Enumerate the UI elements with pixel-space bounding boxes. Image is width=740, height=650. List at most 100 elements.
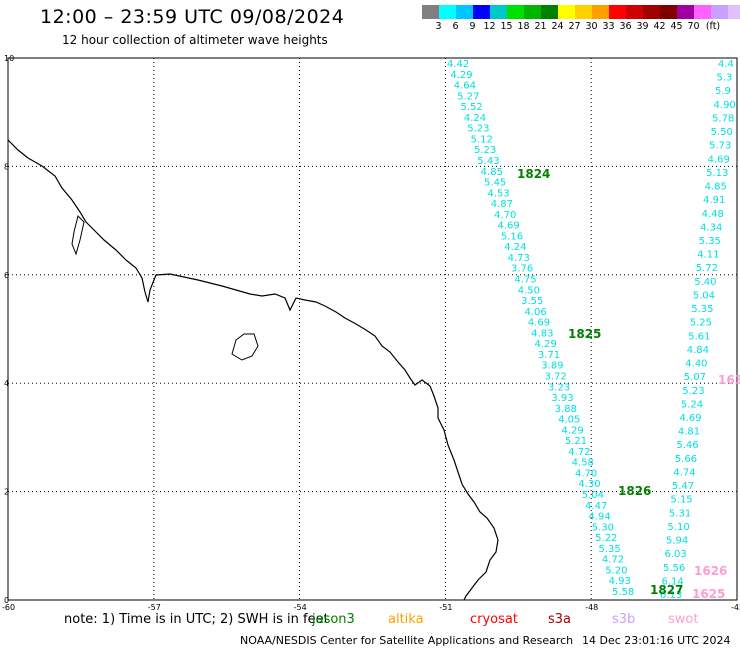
pass-label: 1626 [694,564,727,578]
satellite-label-altika: altika [388,612,424,627]
track1-value: 4.69 [528,318,550,329]
page-subtitle: 12 hour collection of altimeter wave hei… [62,33,328,47]
coast-inlet [71,215,85,256]
time-label: 1824 [517,167,550,181]
track1-value: 5.04 [582,490,604,501]
track1-value: 3.71 [538,350,560,361]
x-tick-label: -57 [148,603,161,612]
legend-label: 3 [435,21,442,32]
legend-label: 33 [602,21,615,32]
track2-value: 5.04 [693,290,715,301]
legend-swatch [643,5,660,19]
island [231,333,259,361]
legend-swatch [626,5,643,19]
track1-value: 4.24 [504,242,526,253]
x-tick-label: -60 [2,603,15,612]
track2-value: 5.10 [667,522,689,533]
track1-value: 5.52 [460,102,482,113]
color-legend: 3 6 9 12 15 18 21 24 27 30 33 36 39 42 45 70 (ft) [422,5,740,32]
legend-label: 15 [500,21,513,32]
track2-value: 5.94 [666,536,688,547]
track2-value: 5.3 [717,73,733,84]
track1-value: 4.72 [568,447,590,458]
track1-value: 5.27 [457,91,479,102]
legend-label: 6 [452,21,459,32]
track2-value: 5.15 [670,495,692,506]
track1-value: 4.75 [514,275,536,286]
track2-value: 4.69 [679,413,701,424]
track1-value: 5.16 [501,231,523,242]
track1-value: 3.55 [521,296,543,307]
legend-swatch [575,5,592,19]
track1-value: 4.64 [454,81,476,92]
time-label: 1825 [568,327,601,341]
x-tick-label: -51 [439,603,452,612]
track1-value: 3.93 [551,393,573,404]
track1-value: 5.45 [484,178,506,189]
track1-value: 4.94 [588,512,610,523]
track1-value: 5.30 [592,522,614,533]
x-tick-label: -48 [585,603,598,612]
track2-value: 6.14 [661,576,683,587]
track2-value: 5.73 [709,141,731,152]
track1-value: 4.72 [602,555,624,566]
track1-value: 4.70 [575,468,597,479]
legend-label: 9 [469,21,476,32]
legend-label: 36 [619,21,632,32]
track1-value: 4.58 [572,458,594,469]
legend-label: 18 [517,21,530,32]
timestamp: 14 Dec 23:01:16 UTC 2024 [582,634,731,647]
legend-swatch [422,5,439,19]
track2-value: 5.61 [688,331,710,342]
legend-swatch [541,5,558,19]
legend-swatch [677,5,694,19]
credit: NOAA/NESDIS Center for Satellite Applica… [240,634,574,647]
track1-value: 4.69 [498,221,520,232]
legend-swatch [711,5,728,19]
track1-value: 4.50 [518,285,540,296]
track1-value: 5.35 [599,544,621,555]
track2-value: 5.24 [681,399,703,410]
track1-value: 5.43 [477,156,499,167]
satellite-label-s3a: s3a [548,612,572,627]
track1-value: 4.29 [450,70,472,81]
track2-value: 4.69 [708,154,730,165]
footer-note: note: 1) Time is in UTC; 2) SWH is in fe… [64,612,329,627]
track2-value: 4.4 [718,59,734,70]
x-tick-label: -45 [731,603,740,612]
track2-value: 4.91 [703,195,725,206]
satellite-label-cryosat: cryosat [470,612,518,627]
track2-value: 4.40 [685,359,707,370]
legend-swatch [473,5,490,19]
track2-value: 5.46 [676,440,698,451]
legend-swatch [507,5,524,19]
track1-value: 4.24 [464,113,486,124]
track1-value: 4.83 [531,328,553,339]
track1-value: 4.87 [491,199,513,210]
y-tick-label: 6 [4,271,9,280]
track1-value: 4.29 [561,425,583,436]
track1-value: 5.58 [612,587,634,598]
pass-label: 1625 [692,587,725,601]
y-tick-label: 0 [4,596,9,605]
y-tick-label: 10 [4,54,14,63]
track1-value: 5.21 [565,436,587,447]
y-tick-label: 8 [4,162,9,171]
time-label: 1826 [618,484,651,498]
legend-label: 27 [568,21,581,32]
track1-value: 4.29 [535,339,557,350]
track2-value: 4.34 [700,222,722,233]
time-label: 1827 [650,583,683,597]
track1-value: 5.23 [467,124,489,135]
legend-label: 39 [636,21,649,32]
legend-label: 12 [483,21,496,32]
legend-swatch [490,5,507,19]
track1-value: 3.88 [555,404,577,415]
legend-label: 21 [534,21,547,32]
track1-value: 3.23 [548,382,570,393]
track1-value: 4.53 [487,188,509,199]
pass-label: 163 [718,373,740,387]
track1-value: 4.73 [508,253,530,264]
track2-value: 5.66 [675,454,697,465]
